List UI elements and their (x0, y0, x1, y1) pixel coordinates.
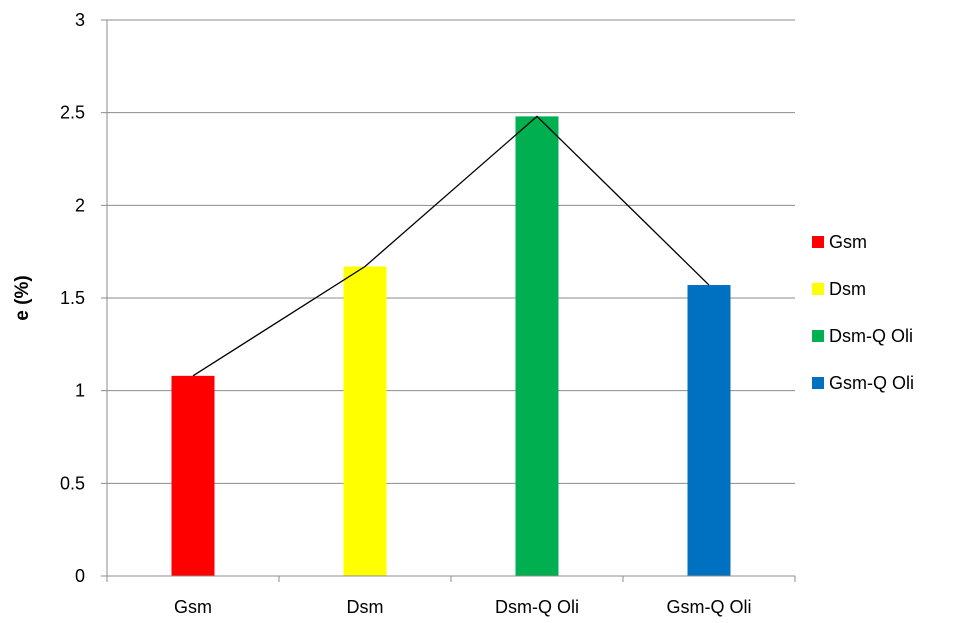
y-tick-label: 1 (75, 381, 85, 401)
legend: Gsm Dsm Dsm-Q Oli Gsm-Q Oli (812, 232, 914, 393)
legend-swatch (812, 283, 824, 295)
x-tick-label: Dsm-Q Oli (495, 597, 579, 617)
bar-dsm (343, 266, 387, 576)
legend-label: Dsm (829, 279, 866, 299)
legend-label: Gsm-Q Oli (829, 373, 914, 393)
connecting-line (192, 115, 710, 377)
y-tick-label: 0 (75, 566, 85, 586)
gridlines (107, 19, 795, 484)
y-tick-label: 0.5 (60, 473, 85, 493)
legend-swatch (812, 236, 824, 248)
legend-label: Gsm (829, 232, 867, 252)
y-tick-labels: 0 0.5 1 1.5 2 2.5 3 (60, 10, 85, 586)
x-tick-label: Gsm-Q Oli (667, 597, 752, 617)
legend-swatch (812, 330, 824, 342)
axes (101, 19, 796, 582)
bar-gsm (171, 375, 215, 576)
bars (171, 116, 731, 576)
y-tick-label: 3 (75, 10, 85, 30)
x-tick-labels: Gsm Dsm Dsm-Q Oli Gsm-Q Oli (174, 597, 752, 617)
y-tick-label: 1.5 (60, 288, 85, 308)
y-tick-label: 2.5 (60, 103, 85, 123)
bar-dsm-q-oli (515, 116, 559, 576)
bar-gsm-q-oli (687, 285, 731, 576)
y-axis-title: e (%) (12, 275, 33, 320)
x-tick-label: Dsm (347, 597, 384, 617)
y-tick-label: 2 (75, 195, 85, 215)
trend-line (192, 115, 710, 377)
legend-label: Dsm-Q Oli (829, 326, 913, 346)
legend-swatch (812, 377, 824, 389)
x-tick-label: Gsm (174, 597, 212, 617)
